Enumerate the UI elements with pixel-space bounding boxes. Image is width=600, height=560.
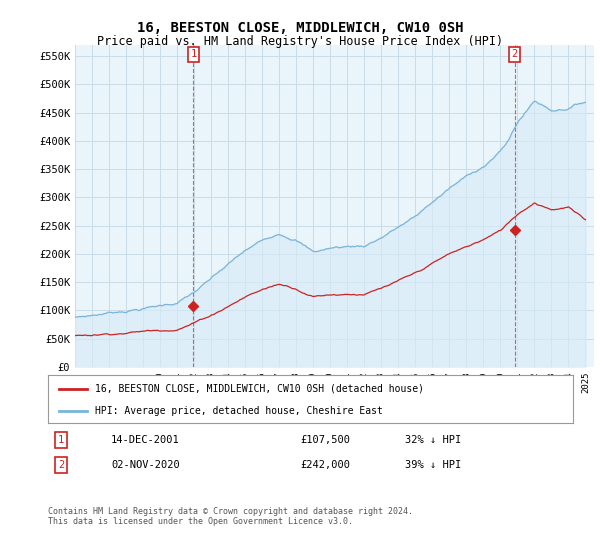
Text: 14-DEC-2001: 14-DEC-2001 <box>111 435 180 445</box>
Text: 02-NOV-2020: 02-NOV-2020 <box>111 460 180 470</box>
Text: 2: 2 <box>58 460 64 470</box>
Text: HPI: Average price, detached house, Cheshire East: HPI: Average price, detached house, Ches… <box>95 406 383 416</box>
Text: 1: 1 <box>58 435 64 445</box>
Text: Price paid vs. HM Land Registry's House Price Index (HPI): Price paid vs. HM Land Registry's House … <box>97 35 503 48</box>
Text: £107,500: £107,500 <box>300 435 350 445</box>
Text: 16, BEESTON CLOSE, MIDDLEWICH, CW10 0SH (detached house): 16, BEESTON CLOSE, MIDDLEWICH, CW10 0SH … <box>95 384 424 394</box>
Text: 16, BEESTON CLOSE, MIDDLEWICH, CW10 0SH: 16, BEESTON CLOSE, MIDDLEWICH, CW10 0SH <box>137 21 463 35</box>
Text: £242,000: £242,000 <box>300 460 350 470</box>
Text: 2: 2 <box>512 49 518 59</box>
Text: 1: 1 <box>190 49 197 59</box>
Text: 32% ↓ HPI: 32% ↓ HPI <box>405 435 461 445</box>
Text: Contains HM Land Registry data © Crown copyright and database right 2024.
This d: Contains HM Land Registry data © Crown c… <box>48 507 413 526</box>
Text: 39% ↓ HPI: 39% ↓ HPI <box>405 460 461 470</box>
